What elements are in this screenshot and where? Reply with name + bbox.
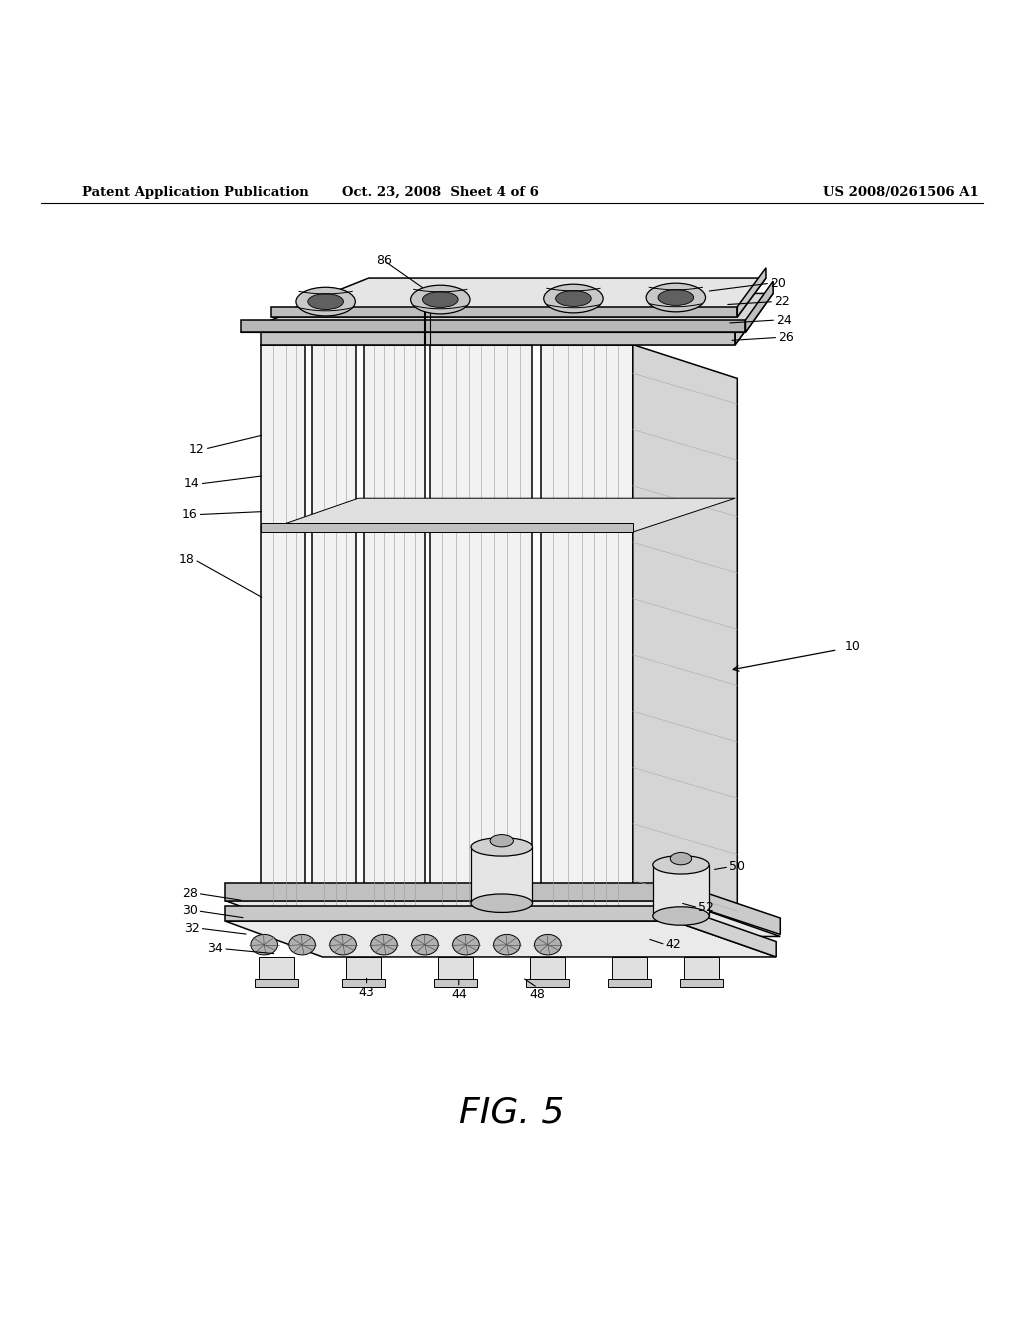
Polygon shape (261, 306, 763, 345)
Polygon shape (678, 883, 780, 935)
Polygon shape (735, 293, 763, 345)
Ellipse shape (289, 935, 315, 954)
Text: 42: 42 (666, 939, 681, 952)
Polygon shape (225, 921, 776, 957)
Polygon shape (434, 979, 477, 986)
Polygon shape (608, 979, 651, 986)
Polygon shape (680, 979, 723, 986)
Ellipse shape (658, 289, 693, 305)
Polygon shape (225, 883, 678, 900)
Polygon shape (633, 345, 737, 952)
Text: US 2008/0261506 A1: US 2008/0261506 A1 (823, 186, 979, 198)
Ellipse shape (671, 853, 691, 865)
Text: 32: 32 (184, 921, 200, 935)
Polygon shape (342, 979, 385, 986)
Text: 28: 28 (181, 887, 198, 900)
Text: 52: 52 (698, 902, 715, 915)
Ellipse shape (471, 894, 532, 912)
Ellipse shape (423, 292, 458, 308)
Ellipse shape (544, 284, 603, 313)
Text: 16: 16 (182, 508, 198, 521)
Ellipse shape (535, 935, 561, 954)
Text: 86: 86 (376, 255, 392, 267)
Ellipse shape (653, 855, 709, 874)
Ellipse shape (251, 935, 278, 954)
Polygon shape (271, 306, 737, 317)
Text: 43: 43 (358, 986, 375, 999)
Text: 30: 30 (181, 904, 198, 917)
Text: 22: 22 (774, 296, 790, 308)
Ellipse shape (471, 838, 532, 857)
Ellipse shape (490, 834, 513, 847)
Polygon shape (312, 345, 356, 921)
Ellipse shape (556, 290, 591, 306)
Ellipse shape (411, 285, 470, 314)
Polygon shape (684, 957, 719, 979)
Polygon shape (674, 906, 776, 957)
Ellipse shape (330, 935, 356, 954)
Ellipse shape (646, 284, 706, 312)
Polygon shape (541, 345, 633, 921)
Polygon shape (241, 319, 745, 333)
Ellipse shape (296, 288, 355, 315)
Text: 26: 26 (778, 331, 794, 345)
Text: 12: 12 (189, 442, 205, 455)
Polygon shape (259, 957, 294, 979)
Text: 20: 20 (770, 277, 786, 289)
Polygon shape (261, 523, 633, 532)
Ellipse shape (371, 935, 397, 954)
Polygon shape (255, 979, 298, 986)
Ellipse shape (412, 935, 438, 954)
Polygon shape (430, 345, 532, 921)
Polygon shape (261, 345, 305, 921)
Polygon shape (438, 957, 473, 979)
Text: Patent Application Publication: Patent Application Publication (82, 186, 308, 198)
Ellipse shape (494, 935, 520, 954)
Polygon shape (364, 345, 425, 921)
Polygon shape (261, 498, 735, 532)
Text: 48: 48 (529, 987, 546, 1001)
Polygon shape (530, 957, 565, 979)
Text: 50: 50 (729, 861, 745, 874)
Polygon shape (612, 957, 647, 979)
Ellipse shape (308, 294, 343, 309)
Polygon shape (471, 847, 532, 903)
Text: 10: 10 (845, 640, 861, 653)
Text: 34: 34 (208, 942, 223, 956)
Polygon shape (653, 865, 709, 916)
Polygon shape (241, 293, 773, 333)
Polygon shape (745, 281, 773, 333)
Polygon shape (225, 900, 780, 936)
Polygon shape (737, 268, 766, 317)
Polygon shape (346, 957, 381, 979)
Polygon shape (261, 333, 735, 345)
Text: 24: 24 (776, 314, 792, 326)
Text: 44: 44 (451, 987, 467, 1001)
Text: 14: 14 (184, 478, 200, 490)
Ellipse shape (453, 935, 479, 954)
Text: Oct. 23, 2008  Sheet 4 of 6: Oct. 23, 2008 Sheet 4 of 6 (342, 186, 539, 198)
Ellipse shape (653, 907, 709, 925)
Text: FIG. 5: FIG. 5 (460, 1096, 564, 1130)
Text: 18: 18 (178, 553, 195, 566)
Polygon shape (225, 906, 674, 921)
Polygon shape (271, 279, 766, 317)
Polygon shape (526, 979, 569, 986)
